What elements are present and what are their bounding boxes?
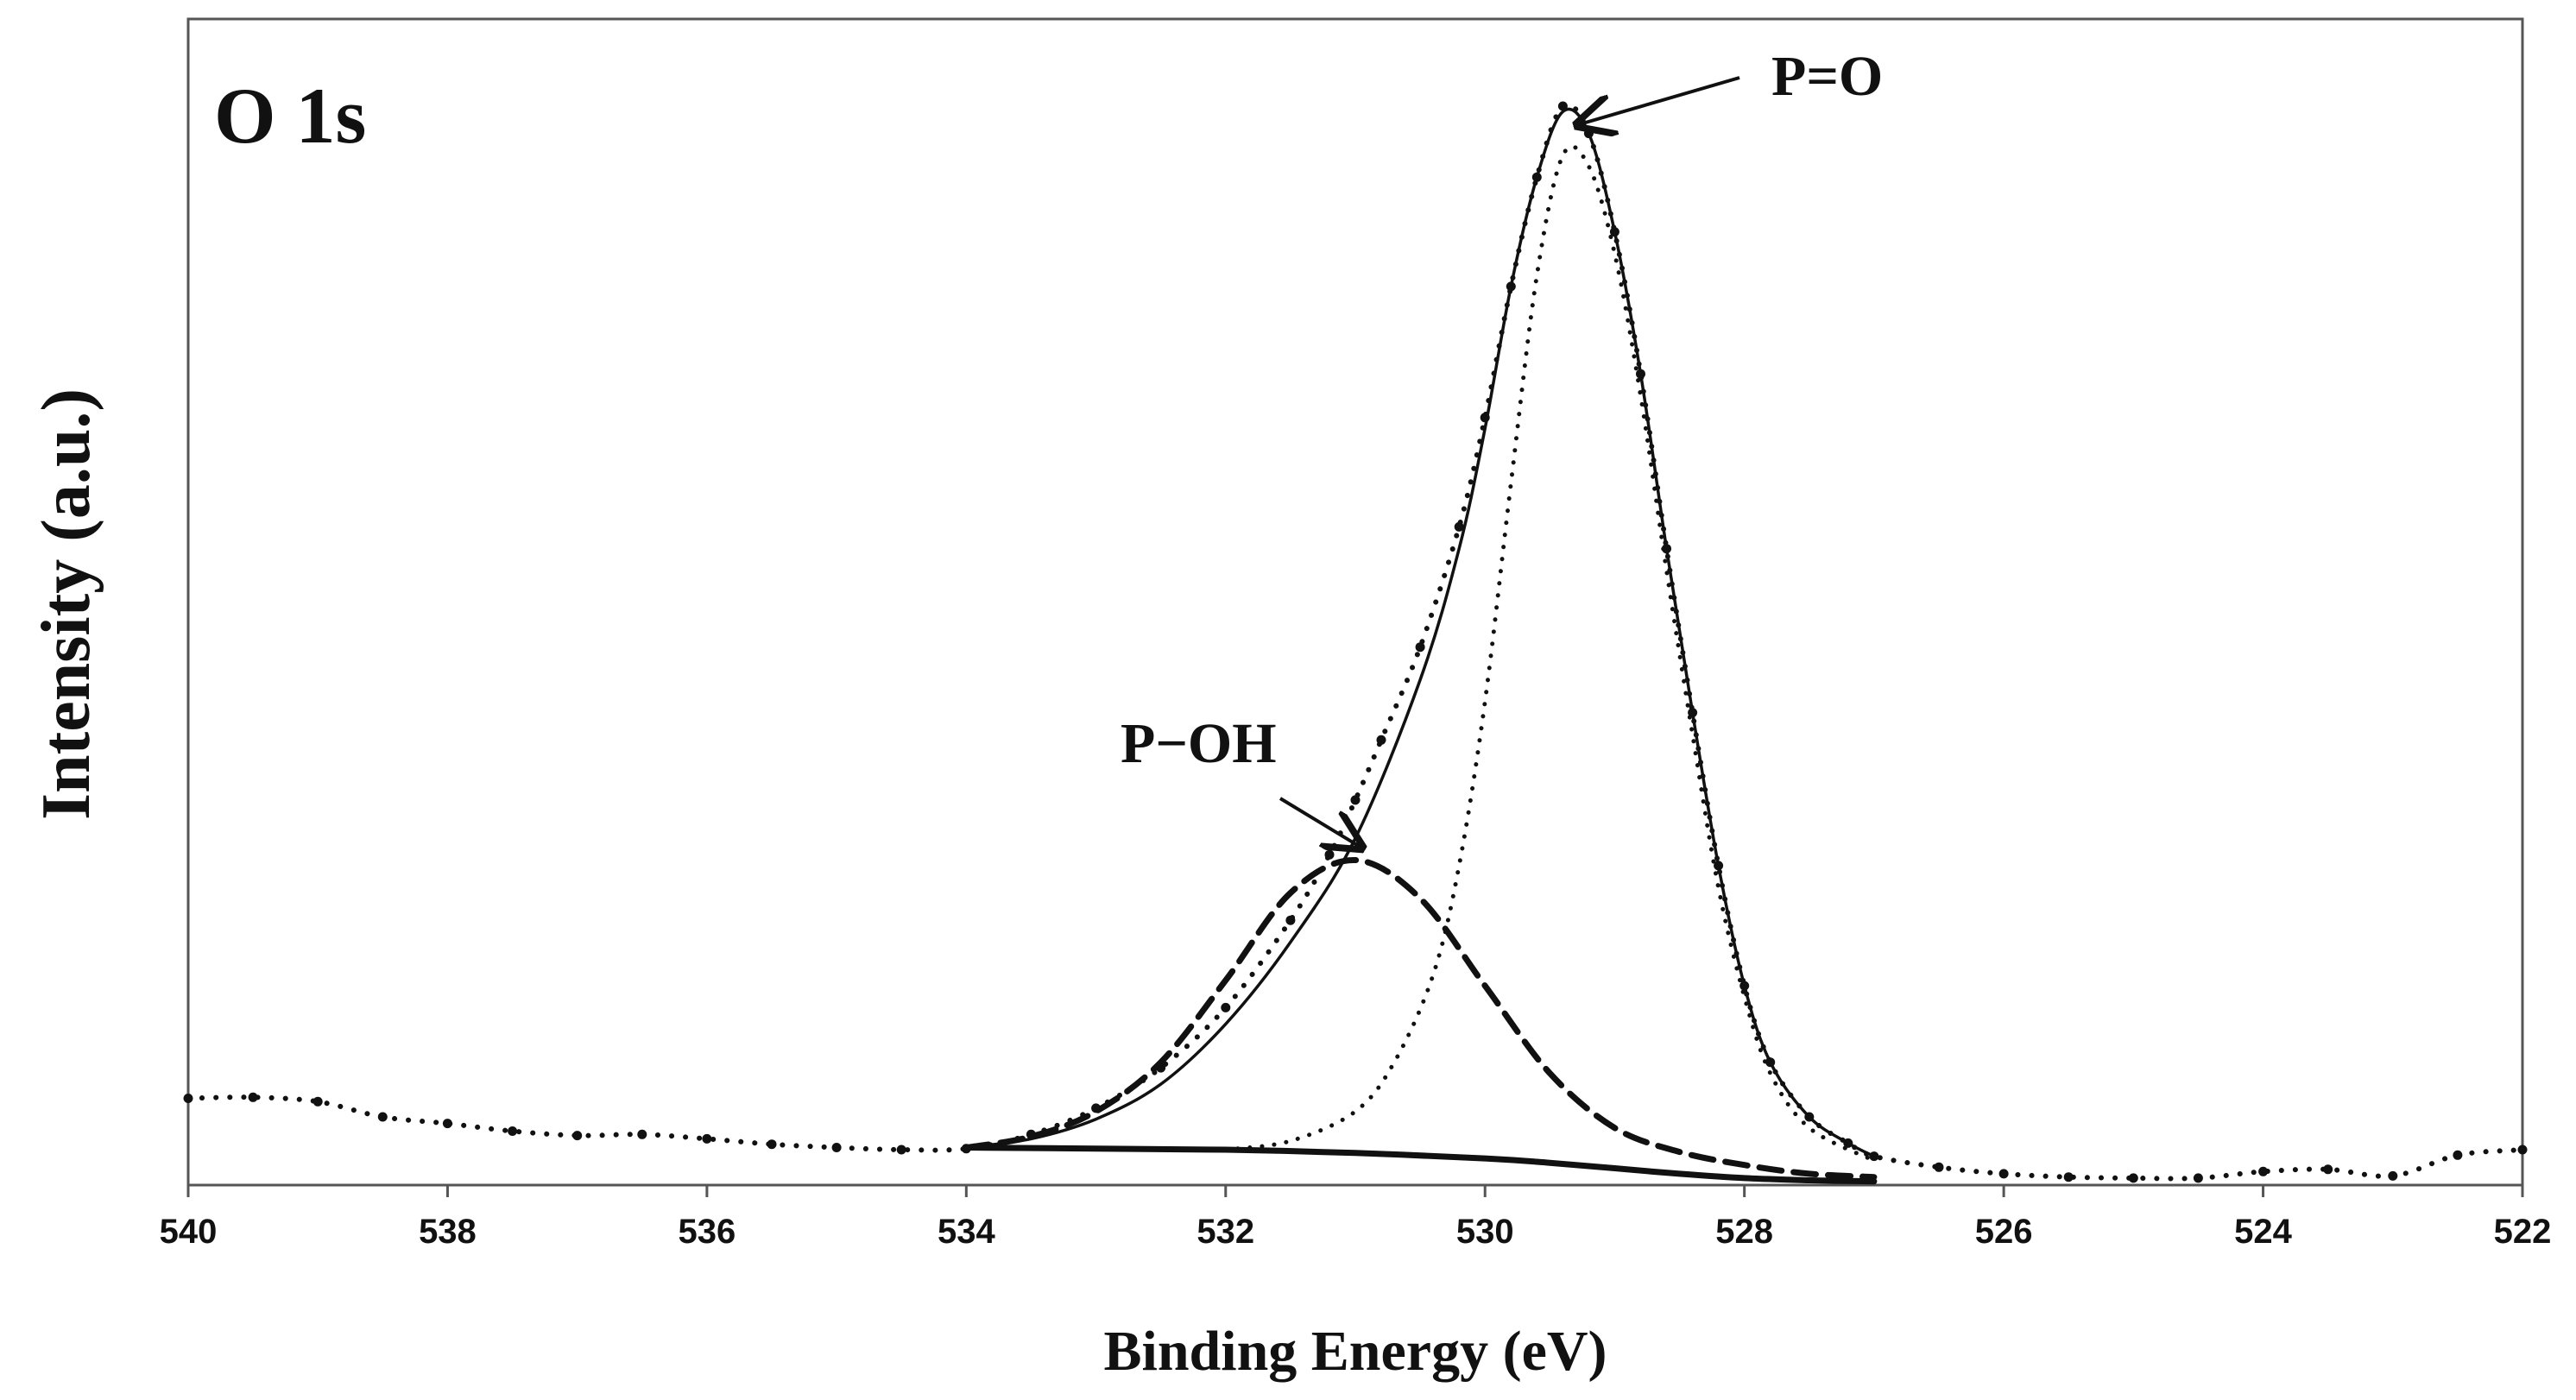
plot-frame: [186, 17, 2524, 1187]
data-point: [1324, 849, 1335, 860]
data-point: [1285, 915, 1296, 925]
x-tick-label: 540: [160, 1213, 218, 1251]
data-point: [2193, 1173, 2203, 1183]
x-tick-label: 536: [679, 1213, 736, 1251]
data-point: [831, 1143, 842, 1152]
data-point: [377, 1112, 388, 1122]
p-oh-label: P−OH: [1121, 712, 1277, 775]
data-point: [508, 1126, 518, 1136]
x-axis-label: Binding Energy (eV): [1103, 1320, 1607, 1383]
x-tick-label: 538: [419, 1213, 477, 1251]
x-axis-ticks: 540 538 536 534 532 530 528 526 524 522: [160, 1185, 2552, 1251]
data-point: [2063, 1172, 2074, 1182]
x-tick-label: 528: [1715, 1213, 1773, 1251]
data-point: [1415, 642, 1425, 653]
background-baseline-line: [963, 1145, 1878, 1185]
fit-envelope-line: [964, 107, 1876, 1158]
data-point: [2517, 1145, 2528, 1155]
data-point: [2388, 1170, 2398, 1181]
panel-label: O 1s: [214, 72, 366, 160]
x-tick-label: 534: [938, 1213, 995, 1251]
x-tick-label: 526: [1975, 1213, 2033, 1251]
x-tick-label: 524: [2234, 1213, 2292, 1251]
data-point: [183, 1094, 193, 1103]
data-point: [2258, 1166, 2269, 1176]
x-tick-label: 532: [1196, 1213, 1254, 1251]
p-o-component-line: [1223, 144, 1877, 1164]
data-point: [1221, 1002, 1231, 1012]
p-o-label: P=O: [1771, 45, 1883, 108]
p-oh-arrow: [1279, 797, 1362, 848]
data-point: [442, 1119, 452, 1129]
p-o-arrow: [1576, 76, 1740, 125]
data-point: [1454, 521, 1464, 532]
data-point: [1376, 735, 1386, 745]
data-point: [2323, 1164, 2333, 1175]
annotations-layer: P=O P−OH: [1121, 45, 1883, 848]
data-point: [2453, 1150, 2463, 1160]
data-point: [1350, 795, 1361, 805]
data-point: [2128, 1173, 2138, 1183]
data-point: [1934, 1162, 1944, 1172]
data-point: [572, 1131, 583, 1141]
data-point: [767, 1139, 777, 1150]
data-point: [702, 1133, 712, 1144]
data-point: [896, 1145, 906, 1155]
y-axis-label: Intensity (a.u.): [28, 388, 104, 820]
data-point: [1998, 1169, 2009, 1179]
data-point: [313, 1096, 323, 1107]
data-point: [248, 1092, 258, 1102]
p-oh-component-line: [963, 856, 1878, 1181]
x-tick-label: 522: [2494, 1213, 2552, 1251]
data-point: [637, 1129, 647, 1139]
x-tick-label: 530: [1456, 1213, 1514, 1251]
series-layer: [183, 101, 2528, 1185]
